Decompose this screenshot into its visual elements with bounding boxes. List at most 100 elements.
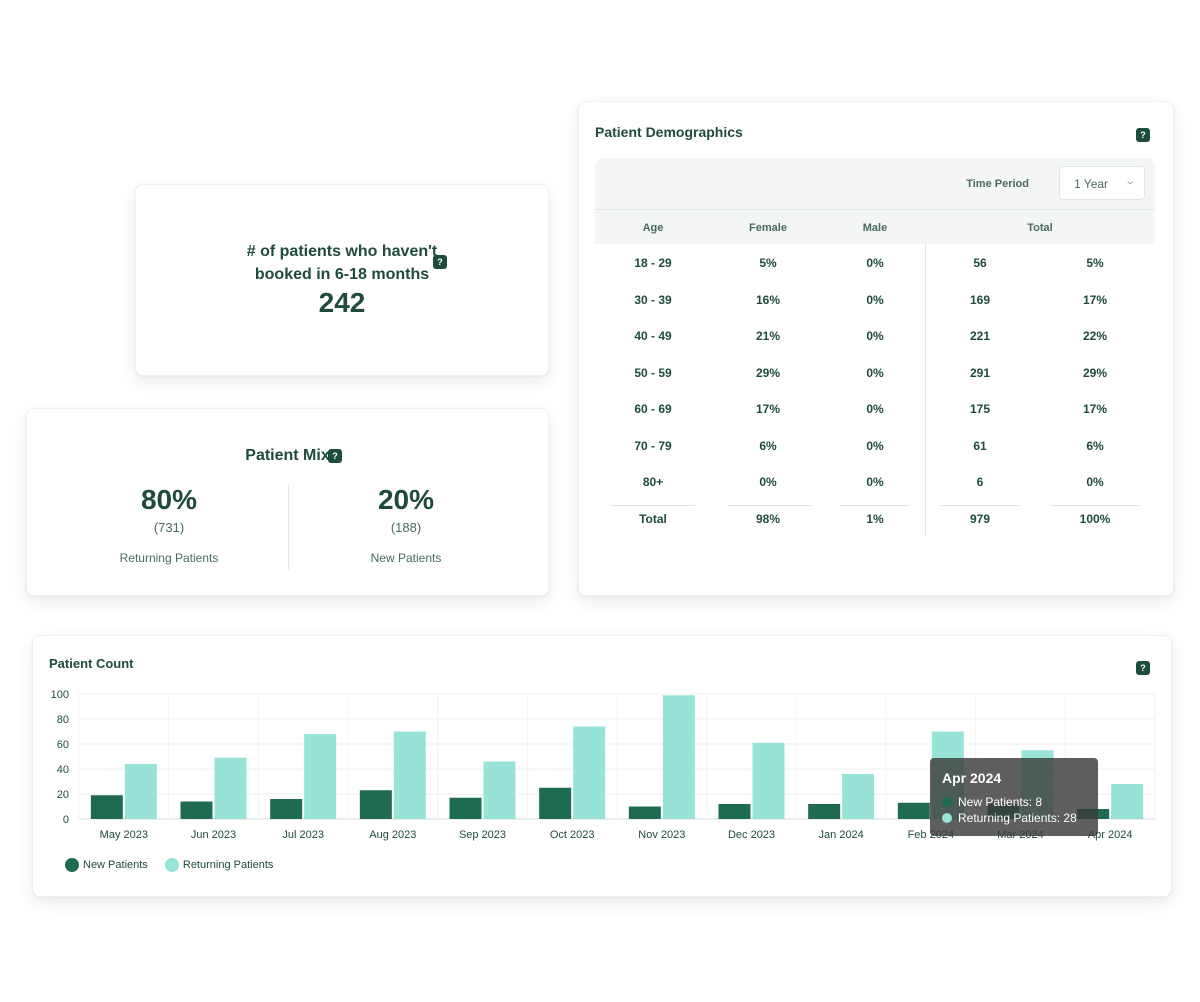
- cell-male: 0%: [866, 292, 884, 307]
- total-divider: [1051, 505, 1139, 506]
- table-row: 18 - 29 5% 0% 56 5%: [595, 245, 1155, 281]
- x-tick-label: Jan 2024: [819, 829, 864, 841]
- cell-total: 169: [969, 292, 991, 307]
- table-row: 40 - 49 21% 0% 221 22%: [595, 318, 1155, 354]
- patient-mix-title-text: Patient Mix: [245, 447, 330, 464]
- help-icon[interactable]: ?: [1136, 128, 1150, 142]
- inactive-patients-card: # of patients who haven't booked in 6-18…: [135, 184, 549, 376]
- tooltip-new-text: New Patients: 8: [958, 795, 1043, 809]
- cell-female: 16%: [755, 292, 781, 307]
- x-tick-label: Nov 2023: [638, 829, 685, 841]
- cell-female: 5%: [759, 256, 777, 270]
- bar-returning-patients: [393, 731, 426, 819]
- cell-female: 29%: [755, 365, 781, 380]
- bar-new-patients: [90, 795, 123, 819]
- y-tick-label: 80: [57, 714, 69, 726]
- bar-returning-patients: [752, 742, 785, 819]
- x-tick-label: Jul 2023: [282, 829, 324, 841]
- time-period-value: 1 Year: [1074, 177, 1109, 191]
- cell-total: 61: [973, 438, 987, 453]
- cell-total: 56: [973, 256, 987, 270]
- cell-age: 60 - 69: [634, 402, 672, 416]
- table-vertical-divider: [925, 243, 926, 537]
- y-tick-label: 20: [57, 789, 69, 801]
- total-divider: [727, 505, 811, 506]
- new-label: New Patients: [370, 551, 442, 565]
- bar-new-patients: [539, 787, 572, 819]
- new-count: (188): [390, 520, 422, 535]
- x-tick-label: Apr 2024: [1088, 829, 1133, 841]
- inactive-patients-label: # of patients who haven't booked in 6-18…: [136, 240, 548, 286]
- new-patients-stat: 20% (188) New Patients: [286, 484, 526, 565]
- bar-returning-patients: [662, 695, 695, 819]
- cell-age: 50 - 59: [634, 365, 672, 380]
- tooltip-returning-row: Returning Patients: 28: [942, 811, 1077, 825]
- total-divider: [941, 505, 1019, 506]
- cell-female: 0%: [759, 475, 777, 489]
- cell-total-pct: 100%: [1079, 511, 1111, 526]
- col-header-total: Total: [1027, 222, 1053, 234]
- header-divider: [595, 209, 1155, 210]
- table-row: 60 - 69 17% 0% 175 17%: [595, 391, 1155, 427]
- returning-patients-stat: 80% (731) Returning Patients: [49, 484, 289, 565]
- bar-returning-patients: [304, 734, 337, 819]
- returning-label: Returning Patients: [119, 551, 219, 565]
- returning-count: (731): [153, 520, 185, 535]
- tooltip-swatch-new: [942, 797, 952, 807]
- mix-divider: [288, 484, 289, 570]
- cell-total: 221: [969, 329, 991, 343]
- table-total-row: Total 98% 1% 979 100%: [595, 501, 1155, 537]
- help-icon[interactable]: ?: [328, 449, 342, 463]
- cell-total-pct: 5%: [1086, 256, 1104, 270]
- cell-total-pct: 17%: [1082, 292, 1108, 307]
- cell-male: 0%: [866, 402, 884, 416]
- total-divider: [611, 505, 695, 506]
- cell-female: 6%: [759, 438, 777, 453]
- cell-female: 21%: [755, 329, 781, 343]
- cell-total: 291: [969, 365, 991, 380]
- bar-new-patients: [270, 799, 303, 819]
- cell-total: 979: [969, 511, 991, 526]
- cell-male: 1%: [866, 511, 884, 526]
- bar-returning-patients: [483, 761, 516, 819]
- demographics-title: Patient Demographics: [595, 124, 743, 140]
- cell-age: 18 - 29: [634, 256, 672, 270]
- cell-total-pct: 22%: [1082, 329, 1108, 343]
- chevron-down-icon: ⌄: [1123, 176, 1136, 187]
- help-icon[interactable]: ?: [433, 255, 447, 269]
- legend-item-new[interactable]: New Patients: [65, 858, 148, 872]
- tooltip-new-row: New Patients: 8: [942, 795, 1042, 809]
- cell-male: 0%: [866, 438, 884, 453]
- cell-age: 30 - 39: [634, 292, 672, 307]
- cell-age: 80+: [642, 475, 664, 489]
- inactive-label-line1: # of patients who haven't: [246, 243, 438, 260]
- patient-mix-title: Patient Mix: [27, 447, 548, 465]
- inactive-label-line2: booked in 6-18 months: [254, 266, 430, 283]
- chart-legend: New Patients Returning Patients: [65, 858, 287, 872]
- cell-age: Total: [639, 511, 667, 526]
- cell-female: 98%: [755, 511, 781, 526]
- legend-item-returning[interactable]: Returning Patients: [164, 858, 273, 872]
- time-period-label: Time Period: [966, 178, 1029, 190]
- cell-total-pct: 0%: [1086, 475, 1104, 489]
- cell-female: 17%: [755, 402, 781, 416]
- y-tick-label: 60: [57, 739, 69, 751]
- cell-age: 70 - 79: [634, 438, 672, 453]
- x-tick-label: Sep 2023: [459, 829, 506, 841]
- time-period-select[interactable]: 1 Year ⌄: [1059, 166, 1145, 200]
- bar-new-patients: [180, 801, 213, 819]
- y-tick-label: 100: [51, 689, 69, 701]
- inactive-patients-value: 242: [318, 287, 366, 318]
- cell-male: 0%: [866, 365, 884, 380]
- help-icon[interactable]: ?: [1136, 661, 1150, 675]
- tooltip-title: Apr 2024: [942, 770, 1002, 786]
- tooltip-swatch-returning: [942, 813, 952, 823]
- table-row: 70 - 79 6% 0% 61 6%: [595, 428, 1155, 464]
- legend-label-new: New Patients: [83, 858, 148, 871]
- bar-returning-patients: [573, 726, 606, 819]
- table-row: 30 - 39 16% 0% 169 17%: [595, 282, 1155, 318]
- bar-new-patients: [359, 790, 392, 819]
- patient-demographics-card: Patient Demographics ? Time Period 1 Yea…: [578, 101, 1174, 596]
- bar-new-patients: [628, 806, 661, 819]
- cell-total-pct: 6%: [1086, 438, 1104, 453]
